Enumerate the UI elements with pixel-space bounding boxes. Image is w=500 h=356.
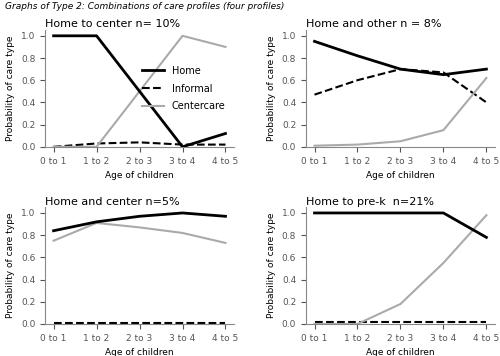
Line: Home: Home [314,213,486,237]
Centercare [354,142,360,147]
Y-axis label: Probability of care type: Probability of care type [268,213,276,318]
Home [136,89,142,93]
Line: Home: Home [314,41,486,75]
Centercare [398,139,404,143]
Line: Centercare: Centercare [54,36,226,147]
Informal [398,67,404,71]
Home [354,54,360,58]
Home [312,39,318,43]
Home [94,34,100,38]
Centercare [180,34,186,38]
Home [222,214,228,219]
Informal [136,140,142,145]
Home [440,73,446,77]
Home [354,211,360,215]
Text: Home and center n=5%: Home and center n=5% [45,197,180,206]
Informal [484,320,490,324]
Text: Home to center n= 10%: Home to center n= 10% [45,20,180,30]
Centercare [136,225,142,230]
Home [312,211,318,215]
Y-axis label: Probability of care type: Probability of care type [268,36,276,141]
Home [136,214,142,219]
X-axis label: Age of children: Age of children [366,348,435,356]
Informal [180,321,186,325]
Centercare [484,213,490,217]
Centercare [222,45,228,49]
Home [484,235,490,240]
Home [50,34,56,38]
Line: Centercare: Centercare [314,78,486,146]
Informal [440,70,446,74]
Informal [354,78,360,82]
Informal [136,321,142,325]
Home [180,211,186,215]
Line: Centercare: Centercare [314,215,486,324]
Home [484,67,490,71]
Centercare [440,128,446,132]
Home [398,67,404,71]
Text: Home to pre-k  n=21%: Home to pre-k n=21% [306,197,434,206]
Centercare [180,231,186,235]
Home [440,211,446,215]
Informal [94,321,100,325]
Line: Centercare: Centercare [54,223,226,243]
Centercare [94,221,100,225]
Line: Informal: Informal [54,142,226,147]
X-axis label: Age of children: Age of children [105,348,174,356]
Centercare [312,322,318,326]
Home [398,211,404,215]
Line: Informal: Informal [314,69,486,103]
Y-axis label: Probability of care type: Probability of care type [6,36,16,141]
Home [180,145,186,149]
Home [94,220,100,224]
Centercare [50,239,56,243]
Centercare [222,241,228,245]
Centercare [312,143,318,148]
Line: Home: Home [54,213,226,231]
Informal [484,100,490,105]
Centercare [398,302,404,306]
Informal [354,320,360,324]
Informal [50,321,56,325]
Legend: Home, Informal, Centercare: Home, Informal, Centercare [138,62,229,115]
X-axis label: Age of children: Age of children [105,171,174,180]
Centercare [136,89,142,93]
Y-axis label: Probability of care type: Probability of care type [6,213,16,318]
Informal [440,320,446,324]
Centercare [354,322,360,326]
Text: Graphs of Type 2: Combinations of care profiles (four profiles): Graphs of Type 2: Combinations of care p… [5,2,284,11]
Informal [312,93,318,97]
Informal [312,320,318,324]
Informal [50,145,56,149]
Informal [94,141,100,146]
Centercare [484,76,490,80]
Informal [398,320,404,324]
Home [50,229,56,233]
Text: Home and other n = 8%: Home and other n = 8% [306,20,442,30]
Informal [222,321,228,325]
Home [222,131,228,136]
X-axis label: Age of children: Age of children [366,171,435,180]
Informal [222,142,228,147]
Centercare [440,261,446,265]
Centercare [94,145,100,149]
Informal [180,142,186,147]
Centercare [50,145,56,149]
Line: Home: Home [54,36,226,147]
